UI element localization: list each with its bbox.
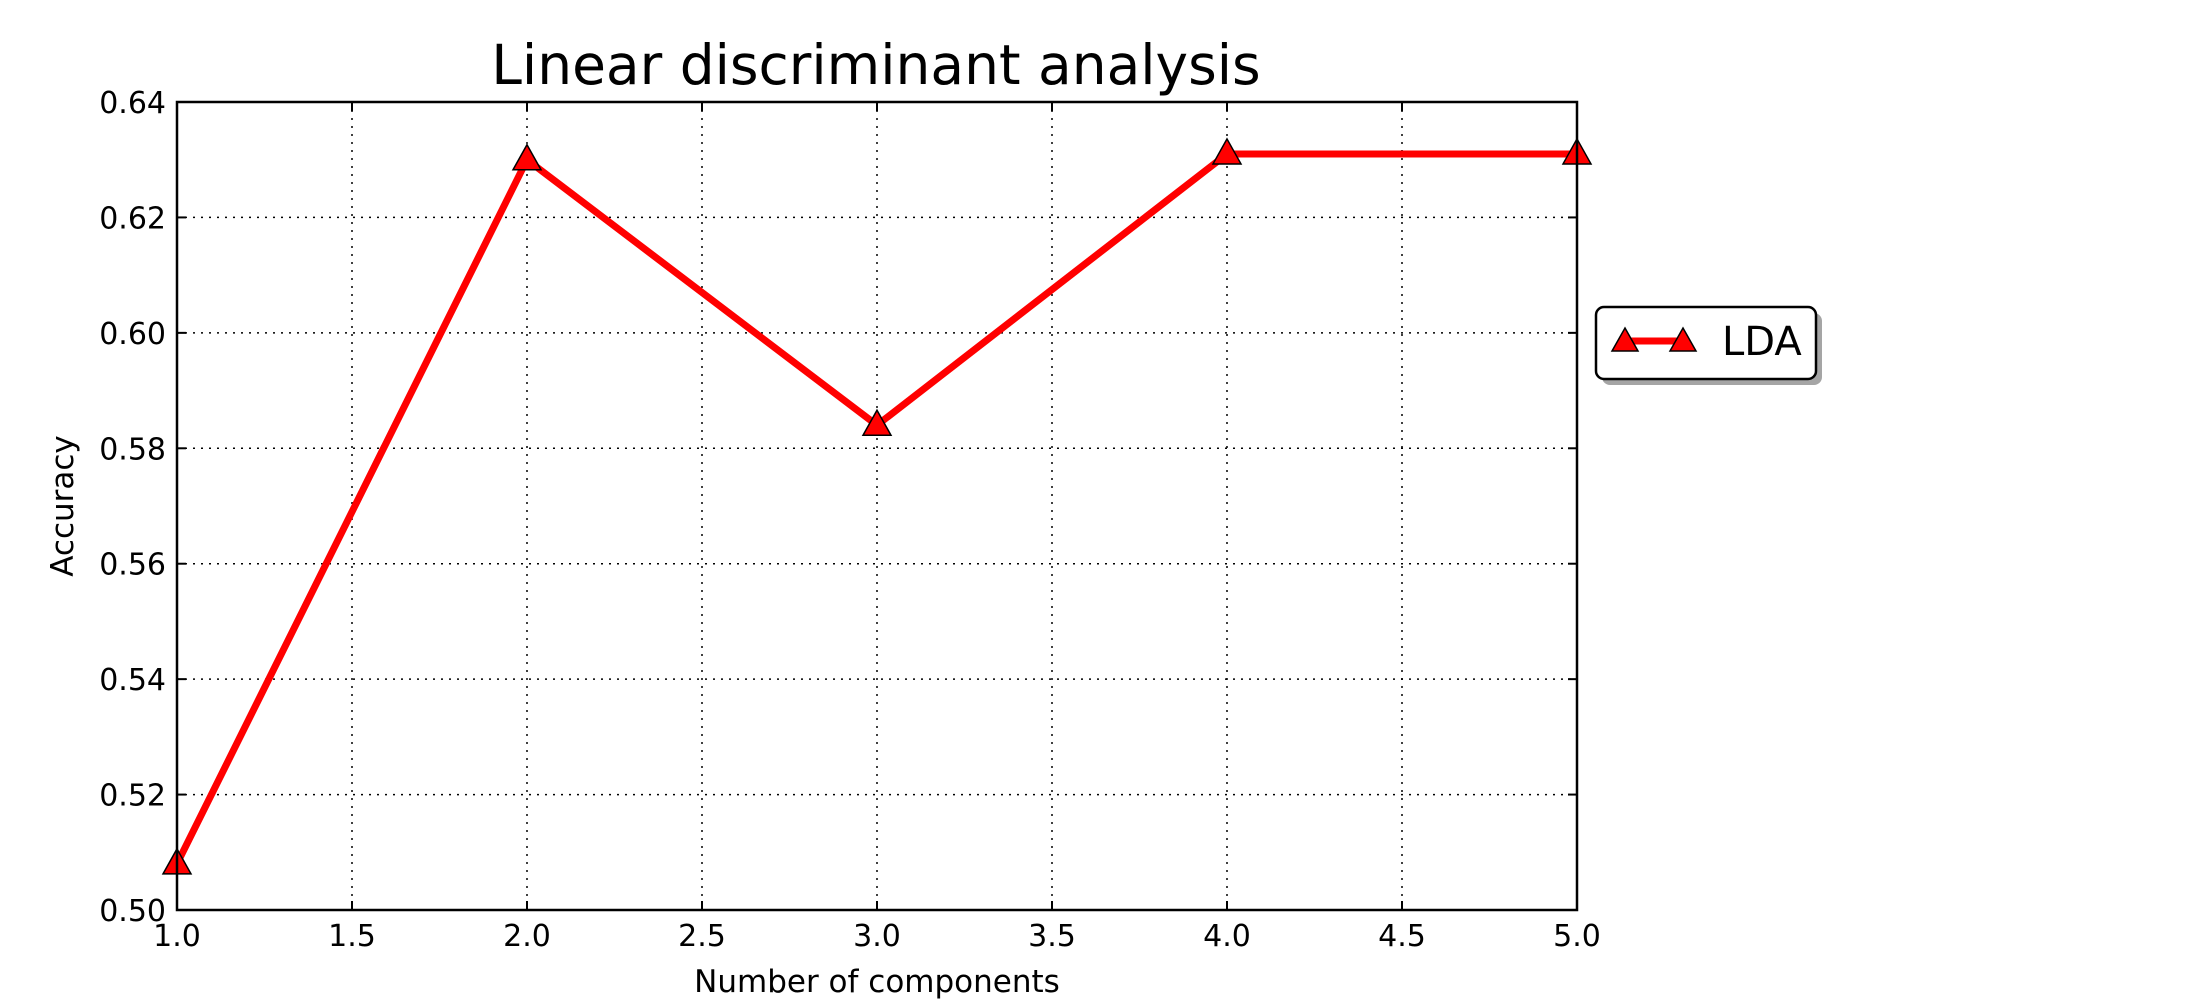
data-point-marker (511, 143, 543, 171)
y-tick-label: 0.52 (99, 779, 166, 814)
y-tick-label: 0.64 (99, 86, 166, 121)
y-tick-label: 0.58 (99, 432, 166, 467)
x-tick-label: 1.5 (328, 919, 376, 954)
x-tick-label: 1.0 (153, 919, 201, 954)
data-point-marker (1211, 137, 1243, 165)
legend-marker-left (1610, 326, 1640, 352)
data-point-marker (861, 408, 893, 436)
y-tick-labels: 0.50 0.52 0.54 0.56 0.58 0.60 0.62 0.64 (99, 86, 166, 929)
x-tick-label: 2.5 (678, 919, 726, 954)
legend: LDA (1594, 305, 1818, 381)
legend-marker-right (1668, 326, 1698, 352)
x-tick-labels: 1.0 1.5 2.0 2.5 3.0 3.5 4.0 4.5 5.0 (153, 919, 1601, 954)
legend-label-lda: LDA (1722, 319, 1802, 365)
grid-lines (176, 101, 1578, 911)
y-tick-label: 0.50 (99, 894, 166, 929)
y-tick-label: 0.54 (99, 663, 166, 698)
y-tick-label: 0.56 (99, 548, 166, 583)
y-axis-label: Accuracy (45, 435, 81, 577)
y-tick-label: 0.60 (99, 317, 166, 352)
series-line-lda (173, 150, 1577, 866)
x-tick-label: 3.0 (853, 919, 901, 954)
plot-area-frame (175, 100, 1579, 912)
x-axis-label: Number of components (694, 964, 1060, 1000)
y-tick-label: 0.62 (99, 201, 166, 236)
x-tick-label: 4.0 (1203, 919, 1251, 954)
x-tick-label: 3.5 (1028, 919, 1076, 954)
x-tick-label: 2.0 (503, 919, 551, 954)
x-tick-label: 5.0 (1553, 919, 1601, 954)
series-lines (161, 137, 1593, 875)
legend-box (1594, 305, 1818, 381)
x-tick-label: 4.5 (1378, 919, 1426, 954)
chart-title: Linear discriminant analysis (491, 33, 1260, 97)
